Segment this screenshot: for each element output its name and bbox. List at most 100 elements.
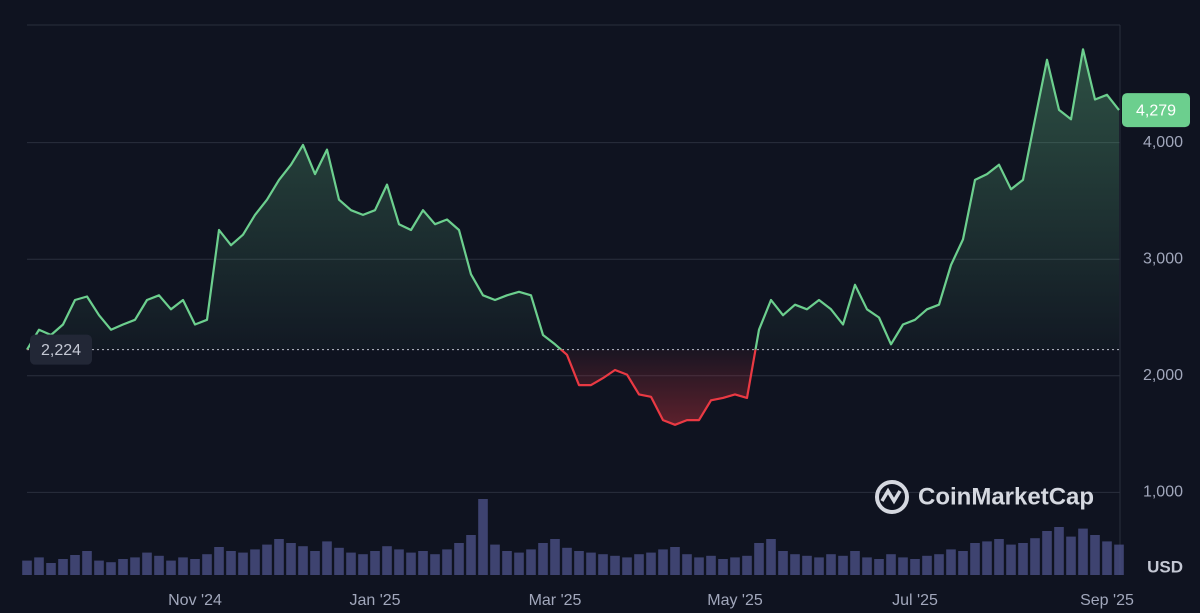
volume-bar [670,547,680,575]
volume-bar [178,557,188,575]
volume-bar [1066,536,1076,575]
volume-bar [826,554,836,575]
volume-bar [910,559,920,575]
watermark-text: CoinMarketCap [918,483,1094,510]
volume-bar [70,555,80,575]
volume-bar [250,549,260,575]
volume-bar [406,552,416,575]
volume-bar [982,541,992,575]
volume-bar [526,549,536,575]
baseline-label-box [30,334,92,365]
volume-bar [334,547,344,575]
volume-bar [1030,538,1040,575]
y-tick-label: 3,000 [1143,250,1183,267]
volume-bar [814,557,824,575]
volume-bar [478,499,488,575]
volume-bar [502,551,512,575]
volume-bar [946,549,956,575]
volume-bar [1018,543,1028,575]
volume-bar [34,557,44,575]
last-price-box [1122,93,1190,128]
volume-bar [202,554,212,575]
volume-bar [538,543,548,575]
volume-bar [862,557,872,575]
watermark: CoinMarketCap [875,480,1094,514]
x-tick-label: Mar '25 [529,592,582,609]
logo-icon [880,487,902,505]
volume-bar [106,562,116,575]
last-price-label: 4,279 [1136,102,1176,119]
volume-bar [766,539,776,575]
volume-bar [46,563,56,575]
volume-bar [82,551,92,575]
volume-bar [1078,528,1088,575]
price-area [27,49,1119,425]
volume-bar [994,539,1004,575]
volume-bar [802,555,812,575]
volume-bar [322,541,332,575]
volume-bar [118,559,128,575]
volume-bar [934,554,944,575]
x-tick-label: Jan '25 [349,592,400,609]
volume-bar [610,555,620,575]
y-tick-label: 4,000 [1143,134,1183,151]
volume-bar [514,552,524,575]
volume-bar [838,555,848,575]
volume-bar [586,552,596,575]
volume-bar [550,539,560,575]
volume-bar [442,549,452,575]
volume-bar [190,559,200,575]
volume-bar [238,552,248,575]
volume-bar [94,560,104,575]
volume-bar [562,547,572,575]
volume-bar [898,557,908,575]
volume-bar [718,559,728,575]
x-tick-label: Jul '25 [892,592,938,609]
volume-bar [682,554,692,575]
volume-bar [622,557,632,575]
volume-bar [142,552,152,575]
volume-bar [310,551,320,575]
volume-bar [1090,535,1100,575]
volume-bar [358,554,368,575]
volume-bar [418,551,428,575]
y-tick-label: 1,000 [1143,484,1183,501]
y-tick-label: 2,000 [1143,367,1183,384]
volume-bar [1102,541,1112,575]
volume-bar [754,543,764,575]
volume-bar [214,547,224,575]
volume-bar [298,546,308,575]
volume-bar [850,551,860,575]
volume-bar [970,543,980,575]
volume-bar [166,560,176,575]
volume-bar [262,544,272,575]
volume-bar [370,551,380,575]
volume-bar [130,557,140,575]
volume-bar [394,549,404,575]
volume-bar [694,557,704,575]
volume-bar [874,559,884,575]
volume-bar [346,552,356,575]
volume-bar [1006,544,1016,575]
volume-bar [922,555,932,575]
volume-bar [286,543,296,575]
volume-bar [490,544,500,575]
x-tick-label: Nov '24 [168,592,222,609]
volume-bar [742,555,752,575]
price-line [26,48,1120,426]
volume-bar [1042,531,1052,575]
volume-bar [646,552,656,575]
volume-bar [730,557,740,575]
volume-bar [790,554,800,575]
volume-bar [886,554,896,575]
volume-bar [706,555,716,575]
volume-bar [1054,527,1064,575]
volume-bar [778,551,788,575]
volume-bar [658,549,668,575]
volume-bar [634,554,644,575]
x-tick-label: May '25 [707,592,763,609]
volume-bar [574,551,584,575]
volume-bar [22,560,32,575]
volume-bar [154,555,164,575]
